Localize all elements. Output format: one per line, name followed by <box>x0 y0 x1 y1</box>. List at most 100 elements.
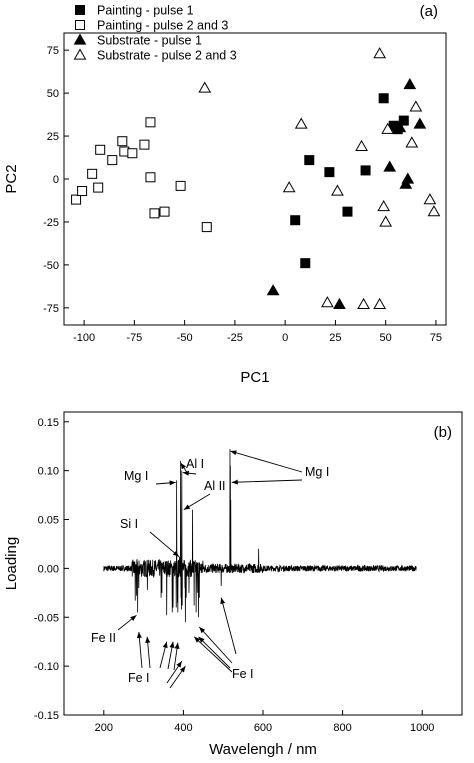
y-tick-label: -25 <box>43 217 59 229</box>
panel-a-label: (a) <box>420 3 438 20</box>
data-point <box>357 297 370 310</box>
y-tick-label: 75 <box>47 45 59 57</box>
annotation-arrow-head <box>162 641 168 649</box>
annotation-fe-i-right: Fe I <box>232 667 254 681</box>
panel-b-x-axis-label: Wavelengh / nm <box>209 741 317 758</box>
y-tick-label: 50 <box>47 88 59 100</box>
data-point <box>342 206 353 217</box>
data-point <box>294 117 308 129</box>
x-tick-label: 25 <box>329 332 341 344</box>
data-point <box>201 222 212 233</box>
annotation-fe-i-left: Fe I <box>128 671 150 685</box>
panel-a-frame <box>63 32 447 326</box>
x-tick-label: 50 <box>380 332 392 344</box>
x-tick-label: 0 <box>282 332 288 344</box>
annotation-arrow-head <box>182 470 190 476</box>
annotation-arrow-head <box>194 636 201 643</box>
x-tick-label: -75 <box>126 332 142 344</box>
annotation-arrow-head <box>230 450 237 456</box>
data-point <box>378 93 389 104</box>
data-point <box>321 296 334 308</box>
x-tick-label: 400 <box>174 722 192 734</box>
panel-b-loading: 200 400 600 800 1000 -0.15 -0.10 -0.05 0.00 0.05 0… <box>3 411 463 758</box>
annotation-si-i: Si I <box>120 517 138 531</box>
annotation-mg-i-right: Mg I <box>305 465 329 479</box>
data-point <box>360 165 371 176</box>
data-point <box>290 215 301 226</box>
y-tick-label: 0.05 <box>38 515 59 527</box>
data-point <box>377 199 391 212</box>
data-point <box>304 155 315 166</box>
panel-b-frame <box>63 411 463 716</box>
data-point <box>401 172 415 184</box>
data-point <box>331 184 344 196</box>
panel-b-annotation-arrows <box>117 450 303 689</box>
annotation-arrow-line <box>138 631 143 669</box>
data-point <box>93 182 104 193</box>
annotation-arrow-line <box>230 450 303 473</box>
annotation-arrow-head <box>231 479 238 485</box>
data-point <box>159 206 170 217</box>
legend-marker <box>73 33 87 45</box>
data-point <box>300 258 311 269</box>
x-tick-label: 200 <box>95 722 113 734</box>
annotation-arrow-line <box>149 531 180 558</box>
y-tick-label: 0.10 <box>38 466 59 478</box>
annotation-arrow-head <box>169 641 175 649</box>
data-point <box>373 297 387 310</box>
data-point <box>282 181 296 193</box>
annotation-arrow-head <box>180 462 187 470</box>
data-point <box>373 47 387 59</box>
data-point <box>403 78 417 90</box>
data-point <box>427 205 441 217</box>
data-point <box>383 160 397 172</box>
panel-b-ticks: 200 400 600 800 1000 -0.15 -0.10 -0.05 0.00 0.05 0… <box>34 417 435 734</box>
y-tick-label: 0 <box>53 174 59 186</box>
data-point <box>127 148 138 159</box>
data-point <box>423 193 437 205</box>
legend-label: Painting - pulse 2 and 3 <box>97 19 228 33</box>
y-tick-label: -75 <box>43 303 59 315</box>
annotation-al-i: Al I <box>186 457 204 471</box>
y-tick-label: 0.00 <box>38 563 59 575</box>
annotation-al-ii: Al II <box>204 479 226 493</box>
data-point <box>398 115 409 126</box>
annotation-arrow-head <box>183 504 191 510</box>
data-point <box>145 117 156 128</box>
annotation-arrow-head <box>145 636 151 644</box>
annotation-arrow-head <box>130 615 137 621</box>
annotation-arrow-line <box>220 597 237 655</box>
data-point <box>77 186 88 197</box>
data-point <box>355 139 368 151</box>
annotation-arrow-head <box>199 627 206 634</box>
annotation-arrow-line <box>198 636 231 669</box>
data-point <box>175 180 186 191</box>
data-point <box>413 117 427 129</box>
data-point <box>198 81 212 93</box>
annotation-arrow-head <box>220 597 226 605</box>
panel-a-ticks: -100 -75 -50 -25 0 25 50 75 -75 -50 -25 0 25 50 75 <box>43 45 442 344</box>
annotation-arrow-head <box>198 636 205 643</box>
x-tick-label: 75 <box>430 332 442 344</box>
data-point <box>149 208 160 219</box>
legend-marker <box>73 48 87 60</box>
data-point <box>139 139 150 150</box>
x-tick-label: 600 <box>254 722 272 734</box>
data-point <box>324 167 335 178</box>
data-point <box>405 136 419 148</box>
annotation-arrow-head <box>176 661 182 668</box>
annotation-fe-ii: Fe II <box>91 631 116 645</box>
y-tick-label: 0.15 <box>38 417 59 429</box>
data-point <box>95 144 106 155</box>
y-tick-label: -0.10 <box>34 661 59 673</box>
data-point <box>266 284 280 296</box>
data-point <box>117 136 128 147</box>
annotation-arrow-head <box>179 666 186 673</box>
annotation-arrow-head <box>169 480 176 486</box>
panel-a-y-axis-label: PC2 <box>3 164 20 193</box>
legend-marker <box>75 20 85 30</box>
legend-marker <box>75 5 85 15</box>
y-tick-label: -0.05 <box>34 612 59 624</box>
